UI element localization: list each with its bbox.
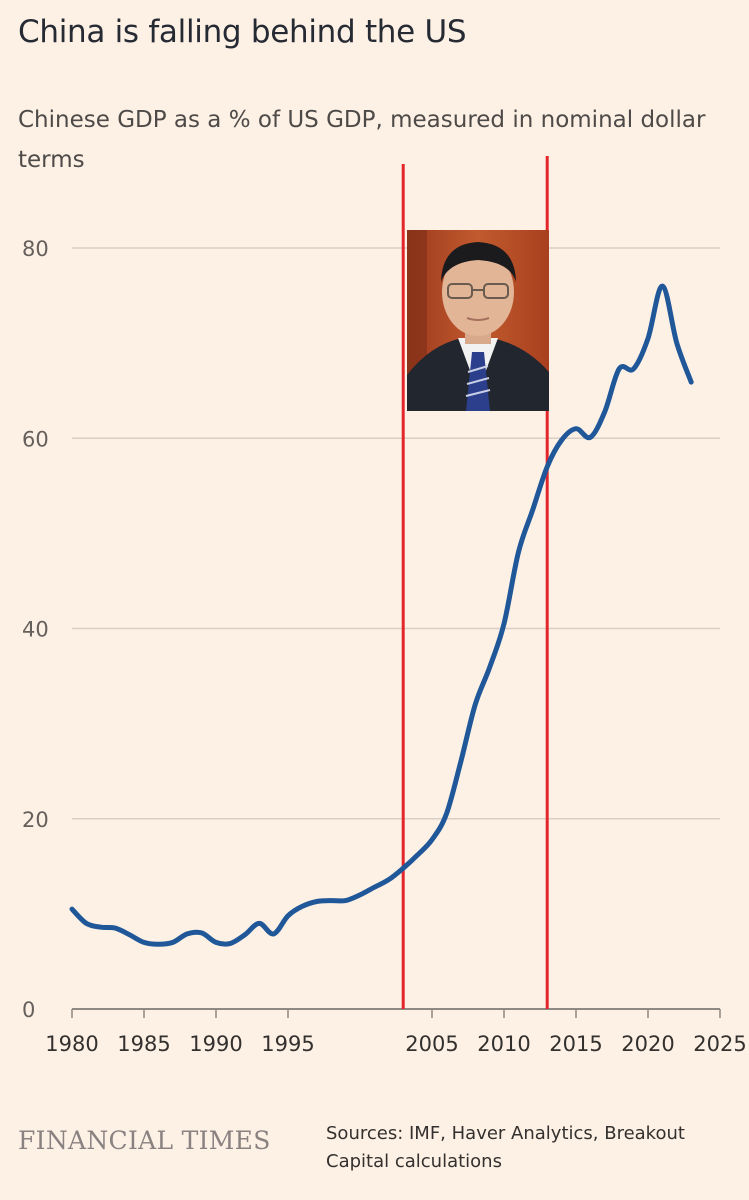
source-note: Sources: IMF, Haver Analytics, Breakout … (326, 1123, 685, 1172)
x-tick-label: 2015 (549, 1032, 602, 1056)
y-tick-label: 60 (22, 427, 49, 451)
series-line (69, 283, 694, 947)
x-tick-label: 2025 (693, 1032, 746, 1056)
x-tick-label: 1990 (189, 1032, 242, 1056)
y-tick-label: 80 (22, 237, 49, 261)
x-tick-label: 1995 (261, 1032, 314, 1056)
chart-subtitle: Chinese GDP as a % of US GDP, measured i… (18, 107, 706, 173)
y-tick-label: 0 (22, 998, 35, 1022)
x-tick-label: 1980 (45, 1032, 98, 1056)
y-tick-label: 40 (22, 618, 49, 642)
chart: 0 20 40 60 80 1980 1985 1990 1995 2005 2010 2015 20… (22, 156, 747, 1056)
chart-title: China is falling behind the US (18, 14, 467, 50)
x-tick-label: 1985 (117, 1032, 170, 1056)
series-line-group (69, 283, 694, 947)
x-tick-label: 2010 (477, 1032, 530, 1056)
gridlines (72, 247, 720, 1010)
x-axis-ticks: 1980 1985 1990 1995 2005 2010 2015 2020 2025 (45, 1009, 747, 1056)
y-tick-label: 20 (22, 808, 49, 832)
x-tick-label: 2020 (621, 1032, 674, 1056)
y-axis-ticks: 0 20 40 60 80 (22, 237, 49, 1022)
x-tick-label: 2005 (405, 1032, 458, 1056)
ft-logo: FINANCIAL TIMES (18, 1126, 271, 1155)
portrait-photo (407, 230, 549, 411)
